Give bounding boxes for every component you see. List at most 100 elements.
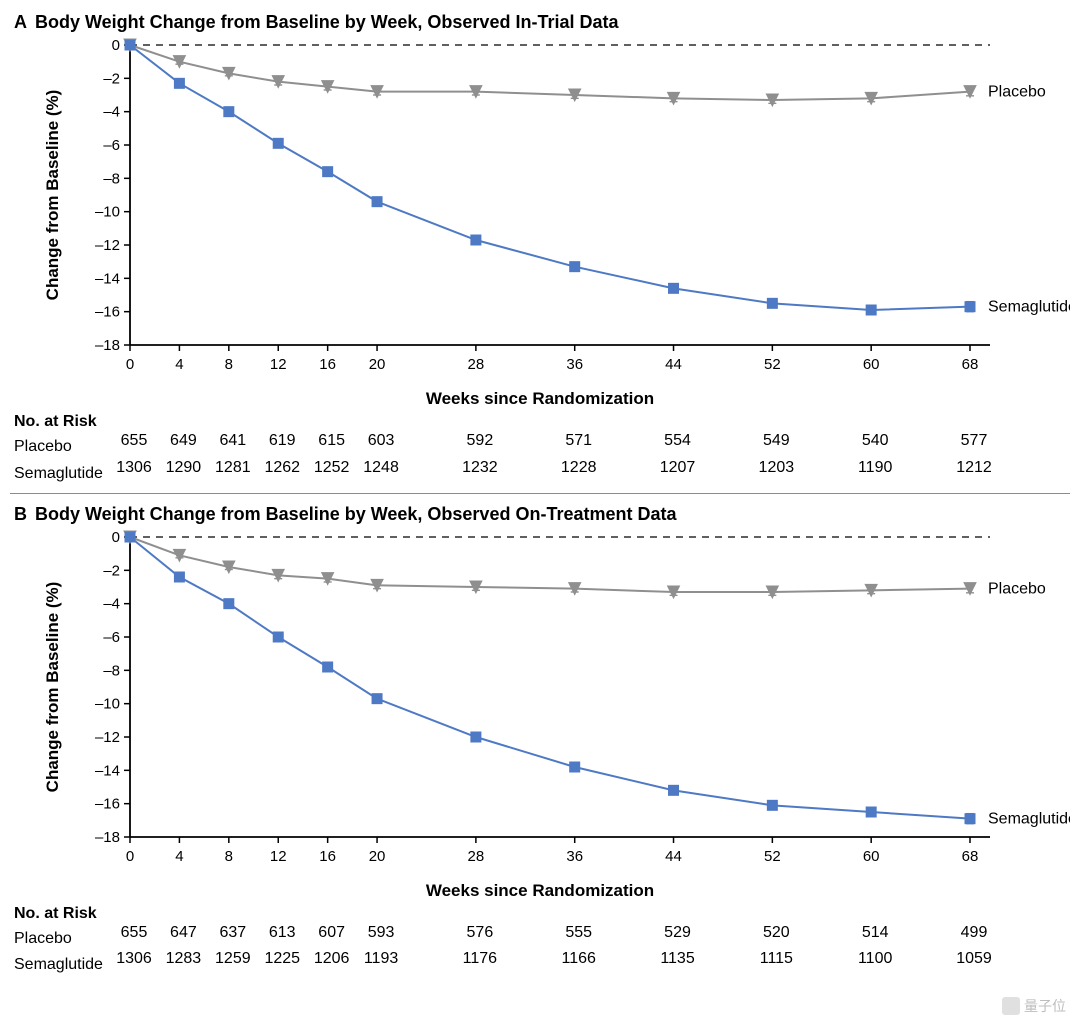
risk-row-values: 655649641619615603592571554549540577 [164, 431, 1070, 451]
svg-text:8: 8 [225, 848, 233, 865]
risk-cell: 520 [763, 923, 790, 944]
svg-text:–8: –8 [103, 662, 120, 679]
svg-text:44: 44 [665, 848, 682, 865]
svg-text:0: 0 [112, 37, 120, 54]
risk-cell: 577 [961, 431, 988, 452]
svg-text:4: 4 [175, 356, 183, 373]
risk-cell: 1283 [166, 949, 202, 970]
svg-text:28: 28 [468, 848, 485, 865]
svg-text:68: 68 [962, 848, 979, 865]
panel-b-risk-title: No. at Risk [14, 905, 1070, 923]
risk-cell: 655 [121, 431, 148, 452]
svg-text:8: 8 [225, 356, 233, 373]
risk-row: Placebo655647637613607593576555529520514… [10, 923, 1070, 950]
svg-text:Placebo: Placebo [988, 580, 1046, 597]
svg-text:44: 44 [665, 356, 682, 373]
svg-text:60: 60 [863, 848, 880, 865]
svg-text:–10: –10 [95, 695, 120, 712]
risk-cell: 615 [318, 431, 345, 452]
risk-cell: 571 [565, 431, 592, 452]
svg-text:68: 68 [962, 356, 979, 373]
watermark: 量子位 [1002, 996, 1066, 1016]
svg-text:28: 28 [468, 356, 485, 373]
panel-a-letter: A [14, 12, 27, 32]
risk-cell: 1252 [314, 458, 350, 479]
risk-cell: 514 [862, 923, 889, 944]
risk-cell: 1232 [462, 458, 498, 479]
svg-text:0: 0 [126, 848, 134, 865]
risk-cell: 592 [467, 431, 494, 452]
risk-cell: 549 [763, 431, 790, 452]
svg-text:–12: –12 [95, 729, 120, 746]
svg-text:36: 36 [566, 356, 583, 373]
panel-a-title-text: Body Weight Change from Baseline by Week… [35, 12, 618, 32]
panel-b-title: BBody Weight Change from Baseline by Wee… [14, 504, 1070, 525]
risk-cell: 499 [961, 923, 988, 944]
risk-cell: 1203 [759, 458, 795, 479]
svg-text:Change from Baseline (%): Change from Baseline (%) [43, 90, 62, 301]
svg-text:Semaglutide: Semaglutide [988, 299, 1070, 316]
svg-text:16: 16 [319, 848, 336, 865]
svg-text:4: 4 [175, 848, 183, 865]
risk-row-values: 655647637613607593576555529520514499 [164, 923, 1070, 943]
risk-cell: 554 [664, 431, 691, 452]
panel-b: BBody Weight Change from Baseline by Wee… [10, 504, 1070, 977]
svg-text:–2: –2 [103, 562, 120, 579]
svg-text:–16: –16 [95, 795, 120, 812]
risk-row: Semaglutide13061290128112621252124812321… [10, 458, 1070, 485]
svg-text:60: 60 [863, 356, 880, 373]
risk-cell: 529 [664, 923, 691, 944]
risk-cell: 637 [219, 923, 246, 944]
risk-cell: 649 [170, 431, 197, 452]
svg-text:20: 20 [369, 848, 386, 865]
risk-cell: 1115 [760, 949, 793, 970]
svg-text:–2: –2 [103, 70, 120, 87]
panel-divider [10, 493, 1070, 494]
risk-cell: 1248 [363, 458, 399, 479]
svg-text:–6: –6 [103, 137, 120, 154]
svg-text:–6: –6 [103, 629, 120, 646]
risk-cell: 607 [318, 923, 345, 944]
svg-text:20: 20 [369, 356, 386, 373]
qbit-icon [1002, 997, 1020, 1015]
risk-cell: 1176 [463, 949, 497, 970]
svg-text:Semaglutide: Semaglutide [988, 810, 1070, 827]
risk-cell: 655 [121, 923, 148, 944]
svg-text:0: 0 [126, 356, 134, 373]
svg-text:–4: –4 [103, 595, 120, 612]
svg-text:–10: –10 [95, 204, 120, 221]
svg-text:–4: –4 [103, 104, 120, 121]
risk-cell: 1135 [660, 949, 694, 970]
panel-b-risk: No. at Risk Placebo655647637613607593576… [10, 905, 1070, 977]
risk-cell: 576 [467, 923, 494, 944]
svg-text:52: 52 [764, 356, 781, 373]
svg-text:0: 0 [112, 529, 120, 546]
risk-cell: 1306 [116, 949, 152, 970]
svg-text:–16: –16 [95, 304, 120, 321]
risk-cell: 1193 [364, 949, 398, 970]
risk-cell: 1281 [215, 458, 251, 479]
risk-row: Placebo655649641619615603592571554549540… [10, 431, 1070, 458]
svg-text:Placebo: Placebo [988, 84, 1046, 101]
risk-cell: 1225 [264, 949, 300, 970]
svg-text:–12: –12 [95, 237, 120, 254]
panel-a-risk-title: No. at Risk [14, 413, 1070, 431]
risk-cell: 540 [862, 431, 889, 452]
risk-cell: 1100 [858, 949, 892, 970]
svg-text:16: 16 [319, 356, 336, 373]
svg-text:–18: –18 [95, 829, 120, 846]
risk-row: Semaglutide13061283125912251206119311761… [10, 949, 1070, 976]
risk-cell: 1207 [660, 458, 696, 479]
risk-cell: 555 [565, 923, 592, 944]
svg-text:36: 36 [566, 848, 583, 865]
risk-cell: 613 [269, 923, 296, 944]
risk-cell: 1212 [956, 458, 992, 479]
panel-b-title-text: Body Weight Change from Baseline by Week… [35, 504, 677, 524]
risk-row-values: 1306128312591225120611931176116611351115… [164, 949, 1070, 969]
risk-cell: 647 [170, 923, 197, 944]
svg-text:–8: –8 [103, 170, 120, 187]
risk-row-values: 1306129012811262125212481232122812071203… [164, 458, 1070, 478]
risk-cell: 603 [368, 431, 395, 452]
panel-b-chart: 0–2–4–6–8–10–12–14–16–180481216202836445… [10, 527, 1070, 887]
risk-cell: 1166 [562, 949, 596, 970]
